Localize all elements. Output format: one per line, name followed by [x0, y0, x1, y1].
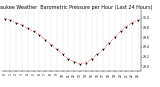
Title: Milwaukee Weather  Barometric Pressure per Hour (Last 24 Hours): Milwaukee Weather Barometric Pressure pe… — [0, 5, 153, 10]
